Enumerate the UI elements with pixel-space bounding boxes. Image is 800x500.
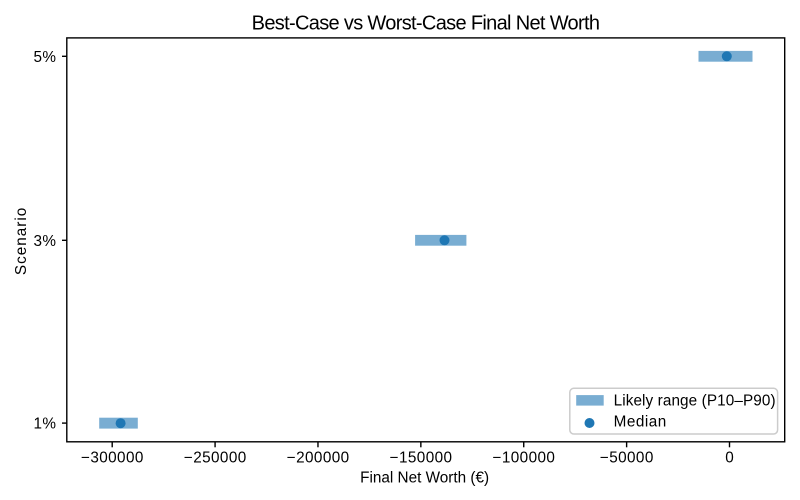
svg-text:1%: 1% [33, 416, 56, 433]
svg-text:Median: Median [614, 414, 667, 431]
svg-text:Final Net Worth (€): Final Net Worth (€) [360, 470, 489, 487]
svg-text:5%: 5% [33, 49, 56, 66]
svg-text:−100000: −100000 [493, 449, 556, 466]
svg-text:Likely range (P10–P90): Likely range (P10–P90) [614, 393, 776, 410]
svg-text:−250000: −250000 [184, 449, 247, 466]
svg-text:−200000: −200000 [287, 449, 350, 466]
svg-text:Best-Case vs Worst-Case Final: Best-Case vs Worst-Case Final Net Worth [252, 13, 600, 35]
svg-text:3%: 3% [33, 233, 56, 250]
svg-text:−300000: −300000 [81, 449, 144, 466]
svg-text:−50000: −50000 [600, 449, 654, 466]
svg-text:0: 0 [725, 449, 734, 466]
svg-text:−150000: −150000 [390, 449, 453, 466]
svg-text:Scenario: Scenario [13, 207, 30, 275]
